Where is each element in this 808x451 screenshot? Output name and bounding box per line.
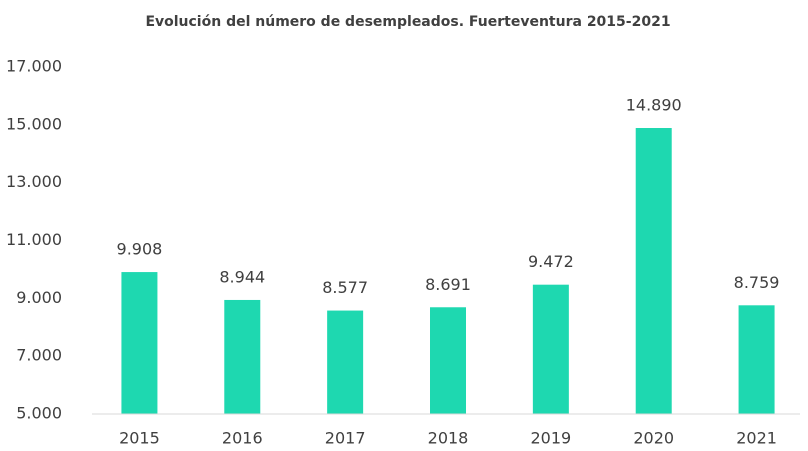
y-tick-label: 13.000	[6, 172, 62, 191]
chart-title: Evolución del número de desempleados. Fu…	[145, 14, 670, 30]
value-label: 8.944	[219, 267, 265, 286]
bar	[532, 284, 569, 414]
x-tick-label: 2020	[633, 429, 674, 448]
bar	[121, 272, 158, 414]
value-label: 8.759	[734, 273, 780, 292]
y-tick-label: 7.000	[16, 346, 62, 365]
value-label: 9.472	[528, 252, 574, 271]
value-label: 8.577	[322, 278, 368, 297]
y-tick-label: 5.000	[16, 404, 62, 423]
y-tick-label: 15.000	[6, 114, 62, 133]
bar	[635, 128, 672, 414]
x-tick-label: 2019	[530, 429, 571, 448]
x-tick-label: 2015	[119, 429, 160, 448]
value-label: 9.908	[117, 240, 163, 259]
y-tick-label: 9.000	[16, 288, 62, 307]
y-tick-label: 17.000	[6, 57, 62, 76]
bar	[224, 299, 261, 414]
x-tick-label: 2021	[736, 429, 777, 448]
y-tick-label: 11.000	[6, 230, 62, 249]
value-label: 8.691	[425, 275, 471, 294]
x-tick-label: 2018	[428, 429, 469, 448]
x-tick-label: 2017	[325, 429, 366, 448]
bar	[430, 307, 466, 414]
bar	[738, 305, 775, 414]
bar	[327, 310, 364, 414]
x-tick-label: 2016	[222, 429, 263, 448]
value-label: 14.890	[626, 96, 682, 115]
